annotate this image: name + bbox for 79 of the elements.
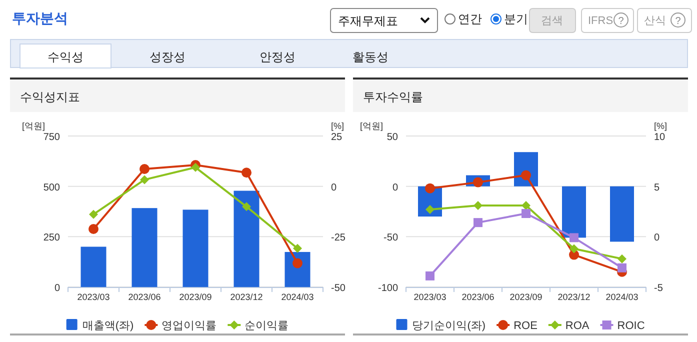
text: 분기 — [504, 12, 528, 26]
point — [474, 200, 482, 210]
bar — [234, 190, 260, 287]
y-axis-title: [억원] — [360, 121, 384, 131]
bar — [80, 246, 106, 287]
point — [618, 254, 626, 264]
x-tick-label: 2023/09 — [179, 292, 212, 302]
point — [618, 263, 626, 272]
text: 연간 — [458, 12, 482, 26]
x-tick-label: 2023/09 — [510, 292, 542, 302]
point — [242, 168, 252, 178]
y-tick-label: -50 — [384, 232, 398, 244]
point — [140, 164, 150, 174]
x-tick-label: 2023/03 — [77, 292, 110, 302]
text: 투자분석 — [12, 10, 68, 26]
chart-title: 수익성지표 — [20, 90, 80, 104]
point — [293, 244, 302, 253]
text: ? — [618, 16, 624, 27]
x-tick-label: 2023/03 — [414, 292, 446, 302]
point — [426, 204, 434, 214]
point — [522, 200, 530, 210]
legend-label: ROE — [514, 320, 538, 332]
y2-tick-label: 0 — [654, 232, 660, 244]
point — [292, 258, 302, 268]
legend-label: 매출액(좌) — [82, 320, 134, 332]
legend-label: 영업이익률 — [162, 320, 217, 332]
y2-axis-title: [%] — [331, 121, 344, 131]
x-tick-label: 2023/06 — [128, 292, 161, 302]
x-tick-label: 2023/06 — [462, 292, 494, 302]
y2-axis-title: [%] — [654, 121, 668, 131]
point — [425, 183, 435, 194]
point — [242, 202, 251, 212]
text: IFRS — [588, 15, 614, 27]
y-tick-label: 0 — [54, 283, 60, 294]
y2-tick-label: 25 — [331, 132, 343, 143]
bar — [182, 210, 208, 287]
point — [570, 244, 578, 254]
point — [426, 271, 434, 280]
y-tick-label: 500 — [43, 182, 60, 194]
chart-title: 투자수익률 — [363, 90, 423, 104]
point — [191, 162, 200, 172]
text: 주재무제표 — [338, 14, 398, 28]
bar — [562, 186, 586, 238]
y-axis-title: [억원] — [22, 121, 46, 131]
text: 활동성 — [352, 50, 388, 64]
text: 산식 — [644, 15, 666, 27]
point — [89, 210, 98, 219]
legend-label: ROA — [565, 320, 590, 332]
legend-label: 당기순이익(좌) — [412, 320, 486, 332]
x-tick-label: 2024/03 — [606, 292, 638, 302]
y2-tick-label: -5 — [654, 283, 664, 294]
text: 안정성 — [260, 50, 296, 64]
y-tick-label: 50 — [386, 132, 398, 143]
bar — [610, 186, 634, 242]
text: 성장성 — [150, 50, 186, 64]
y2-tick-label: -50 — [331, 283, 346, 294]
y2-tick-label: 0 — [331, 182, 337, 194]
bar — [132, 208, 158, 287]
x-tick-label: 2023/12 — [230, 292, 263, 302]
point — [522, 209, 530, 218]
y-tick-label: 750 — [43, 132, 60, 143]
y2-tick-label: 5 — [654, 182, 660, 194]
point — [474, 218, 482, 228]
y-tick-label: 0 — [392, 182, 398, 194]
legend-label: ROIC — [617, 320, 645, 332]
point — [88, 224, 98, 234]
text: 검색 — [541, 15, 563, 27]
legend-label: 순이익률 — [244, 320, 289, 332]
point — [140, 175, 149, 184]
y-tick-label: -100 — [378, 283, 398, 294]
x-tick-label: 2023/12 — [558, 292, 590, 302]
point — [521, 170, 531, 180]
text: 수익성 — [48, 50, 84, 64]
point — [570, 233, 578, 242]
y2-tick-label: -25 — [331, 232, 346, 244]
text: ? — [675, 16, 682, 27]
x-tick-label: 2024/03 — [281, 292, 314, 302]
y-tick-label: 250 — [43, 232, 60, 244]
y2-tick-label: 10 — [654, 132, 666, 143]
